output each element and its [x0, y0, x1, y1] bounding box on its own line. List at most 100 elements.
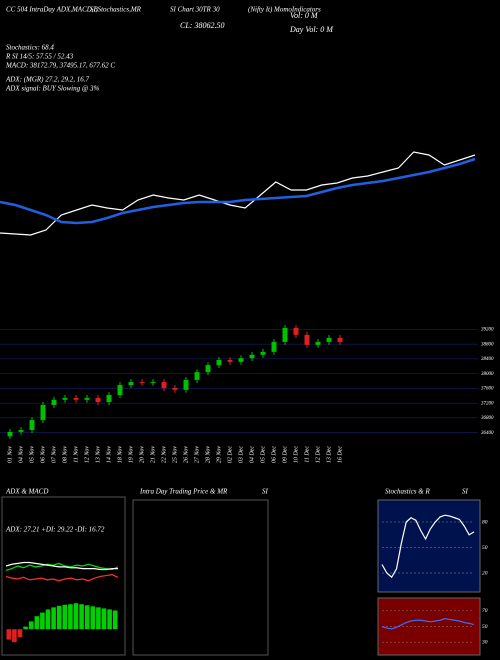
candle-body	[337, 337, 343, 342]
x-tick-label: 13 Dec	[326, 446, 332, 463]
candle-body	[183, 379, 189, 390]
candle-body	[106, 395, 112, 403]
macd-bar	[45, 609, 51, 630]
x-tick-label: 05 Nov	[29, 446, 35, 464]
macd-bar	[12, 629, 17, 643]
annotation: ADX: 27.21 +DI: 29.22 -DI: 16.72	[5, 526, 105, 534]
macd-bar	[23, 626, 28, 630]
rsi-panel	[377, 597, 481, 656]
macd-bar	[73, 603, 79, 630]
candle-body	[194, 372, 200, 380]
candle-body	[84, 397, 90, 400]
x-tick-label: 12 Nov	[84, 446, 90, 464]
candle-body	[282, 327, 288, 342]
macd-bar	[107, 609, 112, 630]
candle-body	[205, 365, 211, 373]
candle-body	[293, 327, 299, 335]
adx-panel-frame	[1, 496, 126, 656]
x-tick-label: 28 Nov	[205, 446, 211, 464]
candle-body	[7, 431, 13, 437]
macd-bar	[112, 610, 118, 630]
x-tick-label: 14 Nov	[105, 446, 112, 464]
x-tick-label: 02 Dec	[227, 446, 233, 463]
annotation: SI Chart 30TR 30	[170, 6, 220, 14]
x-tick-label: 27 Nov	[194, 446, 200, 464]
x-tick-label: 04 Nov	[17, 446, 24, 464]
y-tick-label: 38800	[481, 342, 494, 347]
candle-body	[51, 399, 57, 405]
macd-bar	[90, 606, 96, 630]
macd-bar	[79, 604, 84, 630]
macd-bar	[40, 612, 45, 630]
candle-body	[216, 359, 222, 366]
macd-bar	[51, 607, 56, 630]
candle-body	[172, 388, 178, 390]
macd-bar	[62, 604, 68, 630]
x-tick-label: 09 Dec	[282, 446, 288, 463]
x-tick-label: 13 Nov	[95, 446, 101, 464]
macd-bar	[17, 629, 23, 637]
candle-body	[29, 420, 35, 431]
line-series	[5, 574, 119, 582]
annotation: Stochastics: 68.4	[6, 44, 54, 52]
x-tick-label: 11 Dec	[304, 446, 310, 463]
macd-bar	[68, 604, 73, 630]
candle-body	[117, 385, 123, 396]
macd-bar	[56, 605, 62, 630]
x-tick-label: 20 Nov	[139, 446, 145, 464]
x-tick-label: 11 Nov	[73, 446, 79, 463]
macd-bar	[101, 608, 107, 630]
x-tick-label: 06 Dec	[271, 446, 277, 463]
annotation: R SI 14/5: 57.55 / 52.43	[5, 53, 74, 61]
x-tick-label: 01 Nov	[7, 446, 13, 464]
y-tick-label: 38000	[481, 372, 494, 377]
x-tick-label: 03 Dec	[238, 446, 244, 463]
x-tick-label: 08 Nov	[62, 446, 68, 464]
candle-body	[260, 351, 266, 355]
y-tick-label: 36400	[481, 431, 494, 436]
macd-bar	[84, 605, 90, 630]
x-tick-label: 25 Nov	[172, 446, 178, 464]
panel-title: Intra Day Trading Price & MR	[139, 488, 228, 496]
y-tick-label: 39200	[481, 328, 494, 333]
candle-body	[18, 430, 24, 432]
panel-subtitle: SI	[262, 488, 269, 496]
y-tick-label: 50	[482, 545, 488, 551]
candle-body	[161, 382, 167, 389]
candle-body	[315, 341, 321, 345]
candle-body	[249, 354, 255, 359]
x-tick-label: 22 Nov	[161, 446, 167, 464]
candle-body	[62, 397, 68, 400]
y-tick-label: 50	[482, 624, 488, 630]
line-series	[0, 151, 476, 236]
candle-body	[73, 397, 79, 400]
y-tick-label: 30	[481, 639, 488, 645]
macd-bar	[6, 629, 12, 640]
annotation: ADX signal: BUY Slowing @ 3%	[5, 85, 100, 93]
candle-body	[150, 382, 156, 384]
y-tick-label: 37600	[481, 387, 494, 392]
annotation: (Nifty It) MomoIndicators	[248, 6, 321, 14]
x-tick-label: 10 Dec	[293, 446, 299, 463]
line-series	[381, 514, 475, 579]
x-tick-label: 21 Nov	[150, 446, 156, 464]
line-series	[0, 157, 476, 225]
candle-body	[304, 334, 310, 345]
candle-body	[40, 404, 46, 421]
candle-body	[95, 397, 101, 403]
annotation: Vol: 0 M	[290, 11, 319, 20]
x-tick-label: 19 Nov	[128, 446, 134, 464]
candle-body	[238, 358, 244, 362]
candle-body	[128, 382, 134, 386]
annotation: MACD: 38172.79, 37495.17, 677.62 C	[5, 62, 115, 70]
x-tick-label: 07 Nov	[51, 446, 57, 464]
panel-subtitle: SI	[462, 488, 469, 496]
annotation: CL: 38062.50	[180, 21, 224, 30]
candle-body	[227, 359, 233, 362]
stochastics-panel	[377, 499, 481, 593]
x-tick-label: 12 Dec	[315, 446, 321, 463]
annotation: ADX: (MGR) 27.2, 29.2, 16.7	[5, 76, 90, 84]
annotation: SI,Stochastics,MR	[90, 6, 142, 14]
macd-bar	[96, 607, 101, 630]
